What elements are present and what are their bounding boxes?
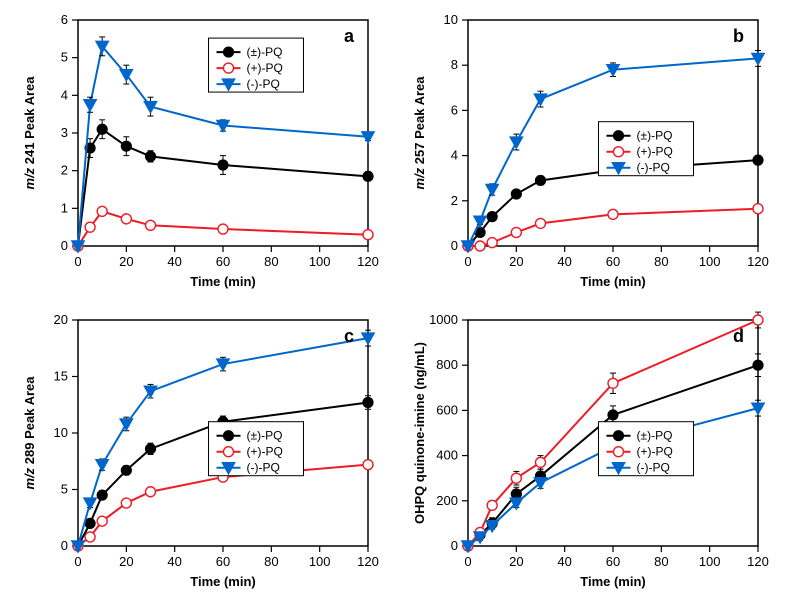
svg-text:3: 3 bbox=[61, 125, 68, 140]
svg-text:10: 10 bbox=[444, 12, 458, 27]
svg-text:100: 100 bbox=[699, 254, 721, 269]
svg-text:0: 0 bbox=[61, 538, 68, 553]
svg-text:4: 4 bbox=[451, 148, 458, 163]
svg-text:(-)-PQ: (-)-PQ bbox=[637, 161, 670, 175]
svg-text:4: 4 bbox=[61, 87, 68, 102]
svg-text:(±)-PQ: (±)-PQ bbox=[247, 45, 283, 59]
svg-text:60: 60 bbox=[216, 554, 230, 569]
svg-text:100: 100 bbox=[309, 254, 331, 269]
svg-text:60: 60 bbox=[606, 254, 620, 269]
svg-text:40: 40 bbox=[167, 554, 181, 569]
svg-text:(+)-PQ: (+)-PQ bbox=[247, 445, 283, 459]
svg-text:0: 0 bbox=[451, 538, 458, 553]
svg-text:OHPQ quinone-imine (ng/mL): OHPQ quinone-imine (ng/mL) bbox=[412, 342, 427, 524]
svg-text:600: 600 bbox=[436, 402, 458, 417]
svg-text:(-)-PQ: (-)-PQ bbox=[247, 461, 280, 475]
svg-text:20: 20 bbox=[509, 554, 523, 569]
svg-text:120: 120 bbox=[747, 554, 769, 569]
svg-text:8: 8 bbox=[451, 57, 458, 72]
svg-text:20: 20 bbox=[54, 312, 68, 327]
svg-text:1000: 1000 bbox=[429, 312, 458, 327]
svg-text:60: 60 bbox=[216, 254, 230, 269]
svg-text:Time (min): Time (min) bbox=[190, 274, 256, 289]
svg-text:(±)-PQ: (±)-PQ bbox=[637, 129, 673, 143]
svg-text:5: 5 bbox=[61, 50, 68, 65]
svg-text:120: 120 bbox=[357, 554, 379, 569]
svg-text:60: 60 bbox=[606, 554, 620, 569]
svg-text:m/z 289 Peak Area: m/z 289 Peak Area bbox=[22, 376, 37, 490]
panel-b: 0 20 40 60 80 100 120 Time (min) 0 2 4 6 8 10 m/z 257 … bbox=[410, 10, 770, 290]
svg-text:m/z 257 Peak Area: m/z 257 Peak Area bbox=[412, 76, 427, 190]
svg-text:15: 15 bbox=[54, 369, 68, 384]
panel-d: 0 20 40 60 80 100 120 Time (min) 0 200 400 600 800 10… bbox=[410, 310, 770, 590]
svg-text:(+)-PQ: (+)-PQ bbox=[247, 61, 283, 75]
svg-text:Time (min): Time (min) bbox=[580, 574, 646, 589]
svg-text:120: 120 bbox=[747, 254, 769, 269]
svg-text:1: 1 bbox=[61, 200, 68, 215]
svg-text:0: 0 bbox=[61, 238, 68, 253]
svg-text:80: 80 bbox=[654, 554, 668, 569]
svg-text:m/z 241 Peak Area: m/z 241 Peak Area bbox=[22, 76, 37, 190]
svg-text:a: a bbox=[344, 26, 355, 46]
svg-text:200: 200 bbox=[436, 493, 458, 508]
svg-text:100: 100 bbox=[699, 554, 721, 569]
svg-text:b: b bbox=[733, 26, 744, 46]
svg-text:0: 0 bbox=[464, 554, 471, 569]
svg-text:400: 400 bbox=[436, 448, 458, 463]
svg-text:(-)-PQ: (-)-PQ bbox=[247, 77, 280, 91]
svg-text:(±)-PQ: (±)-PQ bbox=[637, 429, 673, 443]
svg-text:(±)-PQ: (±)-PQ bbox=[247, 429, 283, 443]
svg-text:40: 40 bbox=[167, 254, 181, 269]
figure: 020406080100120Time (min)0123456m/z 241 … bbox=[0, 0, 785, 605]
svg-text:Time (min): Time (min) bbox=[190, 574, 256, 589]
svg-text:Time (min): Time (min) bbox=[580, 274, 646, 289]
svg-text:(+)-PQ: (+)-PQ bbox=[637, 145, 673, 159]
svg-text:0: 0 bbox=[451, 238, 458, 253]
svg-text:5: 5 bbox=[61, 482, 68, 497]
panel-a: 0 20 40 60 80 100 120 Time (min) 0 1 2 3 4 5 6 m/z 241 … bbox=[20, 10, 380, 290]
svg-text:0: 0 bbox=[464, 254, 471, 269]
svg-text:(+)-PQ: (+)-PQ bbox=[637, 445, 673, 459]
svg-text:120: 120 bbox=[357, 254, 379, 269]
svg-text:20: 20 bbox=[509, 254, 523, 269]
svg-text:80: 80 bbox=[264, 254, 278, 269]
svg-text:20: 20 bbox=[119, 554, 133, 569]
svg-text:2: 2 bbox=[61, 163, 68, 178]
svg-text:(-)-PQ: (-)-PQ bbox=[637, 461, 670, 475]
svg-text:40: 40 bbox=[557, 254, 571, 269]
svg-text:800: 800 bbox=[436, 357, 458, 372]
svg-text:c: c bbox=[344, 326, 354, 346]
svg-text:80: 80 bbox=[654, 254, 668, 269]
svg-text:6: 6 bbox=[451, 102, 458, 117]
svg-text:0: 0 bbox=[74, 254, 81, 269]
svg-text:20: 20 bbox=[119, 254, 133, 269]
svg-text:d: d bbox=[733, 326, 744, 346]
svg-text:10: 10 bbox=[54, 425, 68, 440]
svg-text:6: 6 bbox=[61, 12, 68, 27]
svg-text:100: 100 bbox=[309, 554, 331, 569]
svg-text:2: 2 bbox=[451, 193, 458, 208]
svg-text:0: 0 bbox=[74, 554, 81, 569]
svg-text:80: 80 bbox=[264, 554, 278, 569]
svg-text:40: 40 bbox=[557, 554, 571, 569]
panel-c: 0 20 40 60 80 100 120 Time (min) 0 5 10 15 20 m/z 289… bbox=[20, 310, 380, 590]
